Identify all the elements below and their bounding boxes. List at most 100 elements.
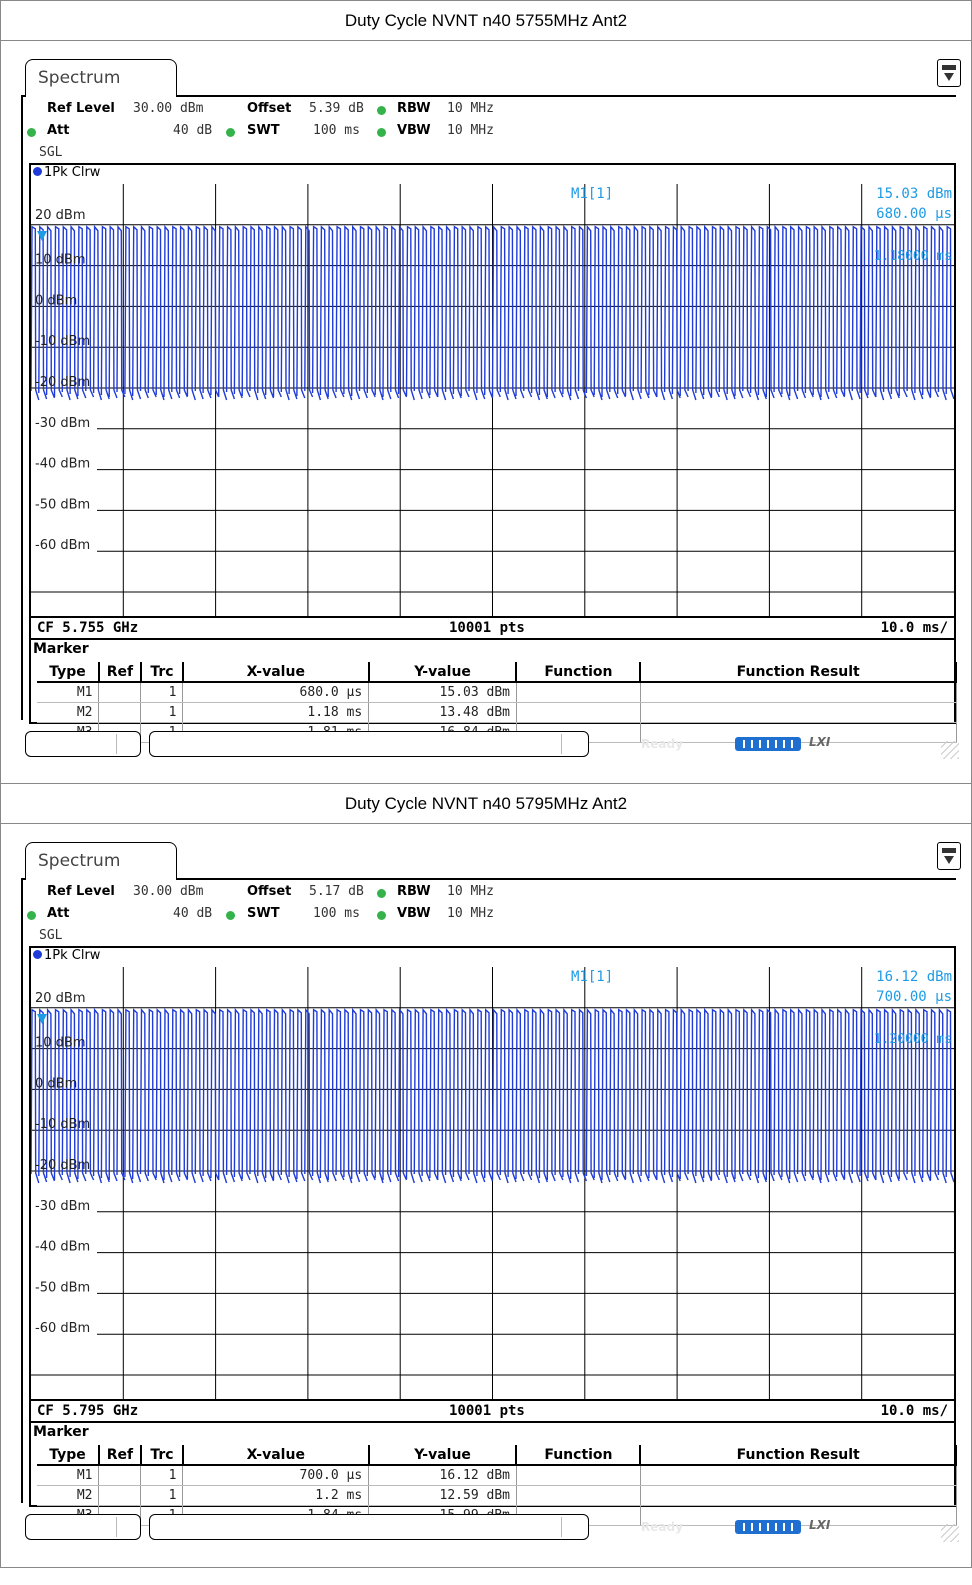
trace-diagram[interactable]: 1Pk Clrw 20 dBm 10 dBm 0 dBm -10 dBm -20 dBm… (29, 946, 956, 1401)
sweep-mode: SGL (39, 928, 63, 943)
marker-col-function: Function (516, 1445, 642, 1466)
panel-title-text: Duty Cycle NVNT n40 5755MHz Ant2 (344, 10, 628, 30)
display-icon (942, 65, 956, 70)
marker-cell (640, 702, 957, 723)
status-field-left[interactable] (25, 1514, 141, 1540)
marker-row[interactable]: M2 1 1.18 ms 13.48 dBm (37, 702, 957, 723)
marker-cell: M1 (37, 1465, 100, 1486)
att-value: 40 dB (173, 123, 213, 138)
offset-label: Offset (247, 101, 292, 116)
att-label: Att (47, 123, 70, 138)
status-dot-icon (226, 911, 235, 920)
y-axis-label: 10 dBm (35, 253, 86, 268)
marker-readout-time: 680.00 µs (876, 206, 952, 222)
marker-col-function-result: Function Result (640, 662, 957, 683)
offset-value: 5.17 dB (309, 884, 364, 899)
status-bar: Ready LXI (25, 1514, 961, 1542)
status-dot-icon (27, 128, 36, 137)
marker-row[interactable]: M1 1 700.0 µs 16.12 dBm (37, 1465, 957, 1486)
spectrum-panel: Duty Cycle NVNT n40 5755MHz Ant2 Spectru… (0, 0, 972, 784)
y-label-bg (31, 1279, 97, 1296)
y-label-bg (31, 1238, 97, 1255)
y-axis-label: -60 dBm (35, 1321, 90, 1336)
ready-indicator: Ready (641, 1520, 683, 1534)
tab-spectrum-label: Spectrum (38, 68, 121, 88)
tab-spectrum[interactable]: Spectrum (25, 842, 177, 880)
resize-grip-icon[interactable] (941, 741, 959, 759)
vbw-value: 10 MHz (447, 123, 494, 138)
trace-dot-icon (33, 950, 42, 959)
marker-cell (98, 702, 142, 723)
panel-title: Duty Cycle NVNT n40 5755MHz Ant2 (1, 1, 971, 41)
y-label-bg (31, 496, 97, 513)
rbw-label: RBW (397, 101, 431, 116)
y-axis-label: -30 dBm (35, 1199, 90, 1214)
y-label-bg (31, 1197, 97, 1214)
trace-diagram[interactable]: 1Pk Clrw 20 dBm 10 dBm 0 dBm -10 dBm -20 dBm… (29, 163, 956, 618)
marker-cell (98, 1485, 142, 1506)
marker-symbol-icon (37, 1014, 47, 1024)
marker-col-function-result: Function Result (640, 1445, 957, 1466)
marker-col-type: Type (37, 1445, 100, 1466)
marker-table-title: Marker (33, 1424, 89, 1440)
status-field-left[interactable] (25, 731, 141, 757)
vbw-label: VBW (397, 906, 431, 921)
marker-col-x-value: X-value (182, 1445, 370, 1466)
y-axis-label: -40 dBm (35, 457, 90, 472)
offset-label: Offset (247, 884, 292, 899)
marker-col-trc: Trc (140, 662, 184, 683)
swt-label: SWT (247, 906, 280, 921)
marker-col-y-value: Y-value (368, 662, 518, 683)
marker-row[interactable]: M2 1 1.2 ms 12.59 dBm (37, 1485, 957, 1506)
trace-plot: 20 dBm 10 dBm 0 dBm -10 dBm -20 dBm -30 dBm -4… (31, 184, 954, 616)
resize-grip-icon[interactable] (941, 1524, 959, 1542)
marker-col-function: Function (516, 662, 642, 683)
trace-dot-icon (33, 167, 42, 176)
marker-cell: 700.0 µs (182, 1465, 370, 1486)
display-config-button[interactable] (937, 842, 961, 870)
analyzer-screen: Spectrum Ref Level 30.00 dBm Offset 5.17… (21, 842, 961, 1546)
trace-mode: 1Pk Clrw (44, 948, 101, 963)
lxi-logo: LXI (809, 735, 831, 749)
trace-line (31, 1007, 954, 1184)
marker-col-y-value: Y-value (368, 1445, 518, 1466)
vbw-value: 10 MHz (447, 906, 494, 921)
marker-cell: 1 (140, 1465, 184, 1486)
center-frequency: CF 5.755 GHz (37, 620, 139, 636)
y-axis-label: -50 dBm (35, 497, 90, 512)
marker-cell: 1 (140, 702, 184, 723)
marker-readout-name: M1[1] (571, 186, 613, 202)
offset-value: 5.39 dB (309, 101, 364, 116)
status-dot-icon (27, 911, 36, 920)
marker-cell (516, 1465, 641, 1486)
center-frequency: CF 5.795 GHz (37, 1403, 139, 1419)
marker-readout-level: 15.03 dBm (876, 186, 952, 202)
trace-label: 1Pk Clrw (31, 948, 954, 967)
y-label-bg (31, 414, 97, 431)
marker-row[interactable]: M1 1 680.0 µs 15.03 dBm (37, 682, 957, 703)
status-dot-icon (377, 106, 386, 115)
swt-value: 100 ms (313, 906, 360, 921)
sweep-points: 10001 pts (449, 1403, 525, 1419)
status-dot-icon (377, 889, 386, 898)
panel-title-text: Duty Cycle NVNT n40 5795MHz Ant2 (344, 793, 628, 813)
y-axis-label: -50 dBm (35, 1280, 90, 1295)
ready-indicator: Ready (641, 737, 683, 751)
trace-line (31, 224, 954, 401)
marker-readout-name: M1[1] (571, 969, 613, 985)
marker-cell (640, 682, 957, 703)
tab-spectrum[interactable]: Spectrum (25, 59, 177, 97)
marker-cell: 1 (140, 1485, 184, 1506)
display-config-button[interactable] (937, 59, 961, 87)
vbw-label: VBW (397, 123, 431, 138)
marker-readout-level: 16.12 dBm (876, 969, 952, 985)
marker-col-ref: Ref (98, 662, 142, 683)
display-icon (942, 848, 956, 853)
marker-cell (516, 682, 641, 703)
status-field-message[interactable] (149, 1514, 589, 1540)
status-field-message[interactable] (149, 731, 589, 757)
marker-cell (640, 1485, 957, 1506)
diagram-footer: CF 5.795 GHz 10001 pts 10.0 ms/ (29, 1401, 956, 1423)
rbw-label: RBW (397, 884, 431, 899)
status-dot-icon (377, 911, 386, 920)
